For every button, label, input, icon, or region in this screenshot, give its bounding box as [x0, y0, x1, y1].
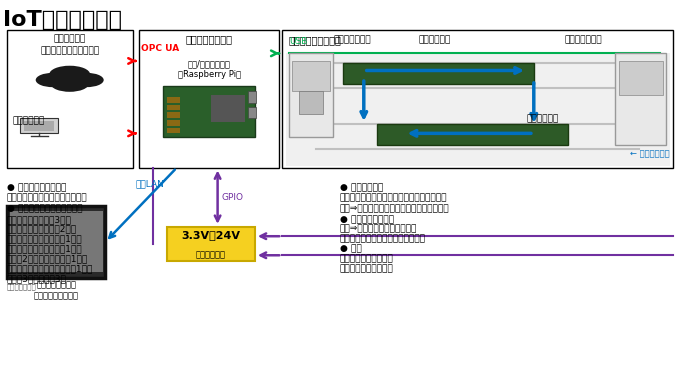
Text: 研修として活用: 研修として活用 — [340, 255, 394, 264]
FancyBboxPatch shape — [248, 91, 256, 103]
Text: 3.3V－24V: 3.3V－24V — [182, 231, 240, 240]
Text: 搬送コンベヤ: 搬送コンベヤ — [418, 35, 450, 44]
Text: スカラロボット2台、: スカラロボット2台、 — [7, 225, 77, 234]
FancyBboxPatch shape — [167, 120, 180, 126]
Text: スライドユニット1台、: スライドユニット1台、 — [7, 245, 82, 254]
FancyBboxPatch shape — [167, 227, 255, 261]
FancyBboxPatch shape — [619, 61, 663, 95]
Text: スカラロボット: スカラロボット — [564, 35, 602, 44]
Text: ● 利用可能な制御モジュール: ● 利用可能な制御モジュール — [7, 204, 82, 213]
Text: 評価用搬送システム: 評価用搬送システム — [289, 35, 342, 45]
Text: 開発として利用: 開発として利用 — [340, 264, 394, 274]
Text: IoTテストベッド: IoTテストベッド — [3, 10, 122, 29]
Text: ● 評価用搬送システム: ● 評価用搬送システム — [7, 183, 66, 192]
Text: ワーク仕分けユニット1台、: ワーク仕分けユニット1台、 — [7, 264, 93, 274]
Text: 制御/ゲートウェイ
（Raspberry Pi）: 制御/ゲートウェイ （Raspberry Pi） — [177, 59, 241, 79]
FancyBboxPatch shape — [286, 53, 670, 166]
Text: 3軸ロボット3台: 3軸ロボット3台 — [7, 274, 67, 283]
Text: ・社内サーバ: ・社内サーバ — [12, 116, 44, 125]
Text: ● 通信ネットワーク: ● 通信ネットワーク — [340, 215, 394, 224]
Ellipse shape — [35, 73, 69, 87]
Text: （制御モジュールの組合せ）: （制御モジュールの組合せ） — [7, 194, 88, 203]
Text: USB: USB — [289, 37, 307, 46]
Text: OPC UA: OPC UA — [141, 44, 179, 53]
FancyBboxPatch shape — [20, 118, 58, 133]
Text: 通信ネットワーク: 通信ネットワーク — [186, 34, 233, 44]
FancyBboxPatch shape — [292, 61, 330, 91]
Text: 搬送コンベヤ3台、: 搬送コンベヤ3台、 — [7, 215, 71, 224]
FancyBboxPatch shape — [163, 86, 255, 137]
FancyBboxPatch shape — [343, 63, 534, 84]
Text: ⇒　センサデータや制御情報などの保管: ⇒ センサデータや制御情報などの保管 — [340, 204, 449, 213]
Text: 搬送コンベヤ: 搬送コンベヤ — [527, 114, 559, 123]
FancyBboxPatch shape — [7, 30, 133, 168]
Text: ● 用途: ● 用途 — [340, 245, 362, 254]
FancyBboxPatch shape — [167, 105, 180, 110]
Text: 資料提供：同上: 資料提供：同上 — [7, 284, 37, 290]
FancyBboxPatch shape — [139, 30, 279, 168]
Text: ← ワークの流れ: ← ワークの流れ — [630, 149, 670, 158]
Text: ● データサーバ: ● データサーバ — [340, 183, 384, 192]
FancyBboxPatch shape — [289, 53, 333, 137]
Text: （プライベートクラウド、社内サーバ）: （プライベートクラウド、社内サーバ） — [340, 194, 447, 203]
Text: 電圧変換回路: 電圧変換回路 — [196, 250, 226, 259]
FancyBboxPatch shape — [377, 124, 568, 145]
Text: ロータリテーブル1台、: ロータリテーブル1台、 — [7, 235, 82, 244]
Ellipse shape — [69, 73, 103, 87]
FancyBboxPatch shape — [299, 91, 323, 114]
Text: スカラロボット: スカラロボット — [333, 35, 371, 44]
Ellipse shape — [51, 76, 88, 92]
FancyBboxPatch shape — [167, 112, 180, 118]
Text: データサーバ
・プライベートクラウド: データサーバ ・プライベートクラウド — [40, 34, 99, 55]
FancyBboxPatch shape — [7, 206, 105, 278]
Text: セキュリティ等の通信評価: セキュリティ等の通信評価 — [340, 235, 426, 244]
Ellipse shape — [50, 66, 90, 83]
FancyBboxPatch shape — [282, 30, 673, 168]
FancyBboxPatch shape — [10, 211, 103, 272]
Text: GPIO: GPIO — [221, 193, 243, 202]
FancyBboxPatch shape — [248, 107, 256, 118]
Text: ⇒　通信速度、通信容量、: ⇒ 通信速度、通信容量、 — [340, 225, 418, 234]
Text: 2軸直交型エアロボ1台、: 2軸直交型エアロボ1台、 — [7, 255, 88, 264]
Text: 無線LAN: 無線LAN — [136, 179, 165, 188]
FancyBboxPatch shape — [167, 128, 180, 133]
FancyBboxPatch shape — [211, 95, 245, 122]
Text: データの見える化
（タブレット端末）: データの見える化 （タブレット端末） — [33, 280, 79, 301]
FancyBboxPatch shape — [167, 97, 180, 103]
FancyBboxPatch shape — [24, 121, 54, 131]
FancyBboxPatch shape — [615, 53, 666, 145]
